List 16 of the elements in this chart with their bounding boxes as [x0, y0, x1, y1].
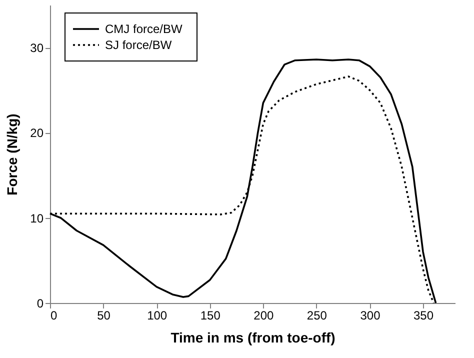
x-tick-label: 350	[414, 308, 434, 322]
legend-label: SJ force/BW	[105, 38, 172, 52]
x-tick-label: 250	[306, 308, 328, 322]
y-tick-label: 30	[30, 41, 44, 56]
legend-label: CMJ force/BW	[105, 22, 184, 36]
x-tick-label: 200	[254, 308, 274, 322]
x-tick-label: 0	[50, 308, 58, 322]
x-tick-label: 300	[360, 308, 381, 322]
x-tick-label: 100	[147, 308, 168, 322]
y-tick-label: 0	[36, 296, 44, 310]
y-tick-label: 10	[30, 211, 44, 226]
y-axis-title: Force (N/kg)	[4, 114, 20, 196]
x-tick-label: 50	[97, 308, 111, 322]
x-axis-title: Time in ms (from toe-off)	[170, 330, 336, 346]
x-tick-label: 150	[200, 308, 221, 322]
y-tick-label: 20	[30, 126, 44, 140]
